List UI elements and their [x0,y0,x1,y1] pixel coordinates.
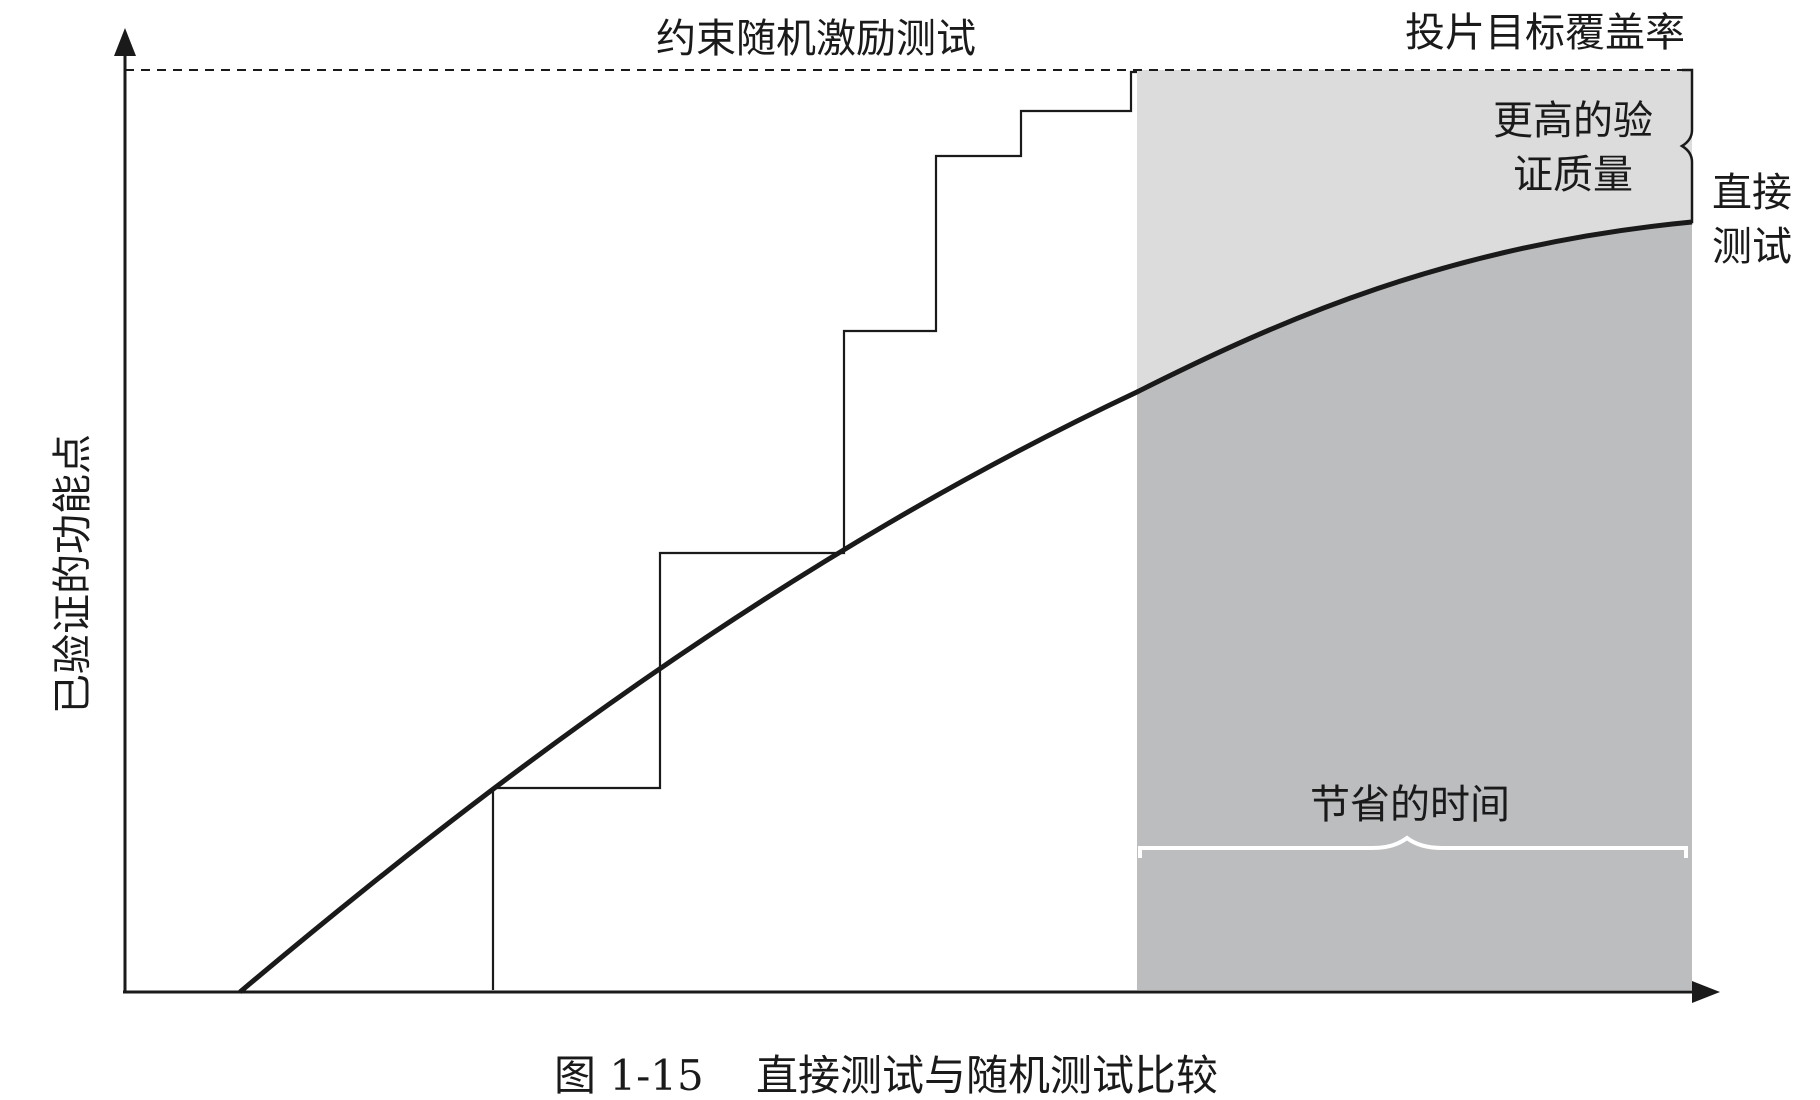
figure-number: 图 1-15 [554,1051,704,1100]
direct-test-label-line1: 直接 [1712,170,1792,216]
random-test-label: 约束随机激励测试 [656,16,976,62]
y-axis-arrow [114,28,136,56]
higher-quality-label-line1: 更高的验 [1493,98,1653,144]
direct-test-label-line2: 测试 [1712,224,1792,270]
random-test-step-curve [493,72,1137,990]
x-axis-arrow [1692,981,1720,1003]
figure-title: 直接测试与随机测试比较 [756,1051,1218,1100]
y-axis-label: 已验证的功能点 [50,434,96,714]
higher-quality-label-line2: 证质量 [1513,152,1633,198]
target-coverage-label: 投片目标覆盖率 [1405,10,1685,56]
time-saved-label: 节省的时间 [1310,782,1510,828]
